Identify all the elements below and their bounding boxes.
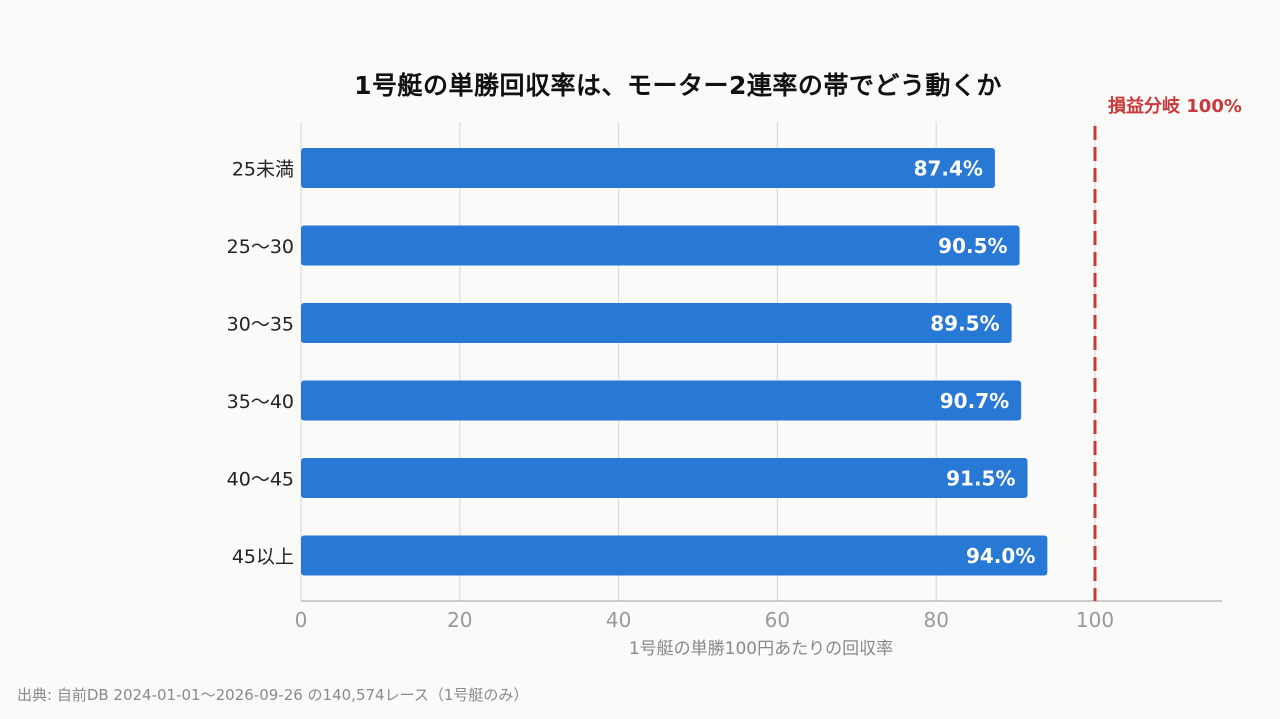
x-tick-label: 20 — [447, 608, 472, 632]
break-even-label: 損益分岐 100% — [1108, 95, 1242, 117]
bar-value-label: 89.5% — [930, 312, 999, 336]
bar — [301, 225, 1020, 266]
category-label: 45以上 — [232, 546, 294, 568]
bar — [301, 380, 1022, 421]
category-label: 25未満 — [232, 159, 294, 181]
bar — [301, 535, 1048, 576]
bar-value-label: 94.0% — [966, 544, 1035, 568]
bar-value-label: 90.7% — [940, 389, 1009, 413]
x-tick-label: 60 — [765, 608, 790, 632]
chart-title: 1号艇の単勝回収率は、モーター2連率の帯でどう動くか — [354, 71, 1002, 100]
x-tick-label: 80 — [923, 608, 948, 632]
category-label: 40〜45 — [227, 469, 294, 491]
x-tick-label: 0 — [295, 608, 308, 632]
category-label: 25〜30 — [227, 236, 294, 258]
x-tick-label: 40 — [606, 608, 631, 632]
x-tick-label: 100 — [1076, 608, 1114, 632]
bar-value-label: 87.4% — [914, 157, 983, 181]
source-note: 出典: 自前DB 2024-01-01〜2026-09-26 の140,574レ… — [17, 686, 529, 704]
bar — [301, 148, 995, 188]
x-axis-label: 1号艇の単勝100円あたりの回収率 — [629, 639, 893, 659]
bar-value-label: 91.5% — [946, 467, 1015, 491]
category-label: 35〜40 — [227, 391, 294, 413]
bar — [301, 303, 1012, 343]
category-label: 30〜35 — [227, 314, 294, 336]
bar-value-label: 90.5% — [938, 234, 1007, 258]
bar — [301, 458, 1028, 498]
